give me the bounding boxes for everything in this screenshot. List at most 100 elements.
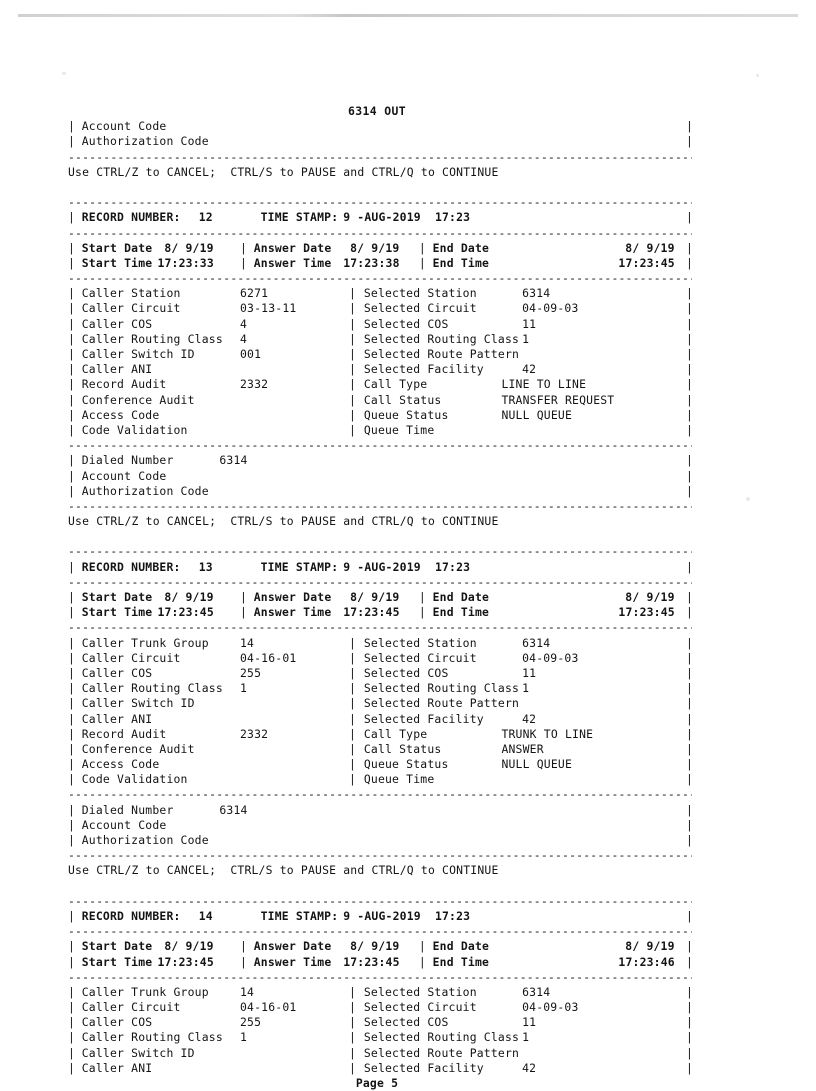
selected-field-label: Selected COS: [363, 316, 449, 331]
dialed-field-label: Account Code: [81, 817, 167, 832]
terminal-printout: 6314 OUT | | Account Code | | Authorization Co…: [68, 104, 694, 1091]
border-pipe-right: |: [686, 1045, 694, 1060]
border-pipe-left: |: [68, 681, 76, 696]
spacer: [68, 180, 692, 195]
answer-date-label: Answer Date: [253, 939, 332, 954]
border-pipe-left: |: [68, 741, 76, 756]
border-pipe-right: |: [686, 1060, 694, 1075]
start-time-label: Start Time: [81, 255, 153, 270]
selected-field-label: Selected Station: [363, 984, 477, 999]
end-time-value: 17:23:45: [618, 605, 675, 620]
record-detail-rule: ----------------------------------------…: [68, 969, 692, 984]
record-header-row: | | RECORD NUMBER: 14 TIME STAMP: 9 -AUG-2019…: [68, 908, 693, 924]
border-pipe-right: |: [686, 650, 694, 665]
start-date-label: Start Date: [81, 939, 153, 954]
selected-field-value: 1: [522, 1030, 530, 1045]
record-top-rule: ----------------------------------------…: [68, 544, 692, 559]
continue-prompt-text: Use CTRL/Z to CANCEL; CTRL/S to PAUSE an…: [68, 164, 499, 179]
border-pipe-left: |: [68, 392, 76, 407]
record-header-row: | | RECORD NUMBER: 13 TIME STAMP: 9 -AUG-2019…: [68, 559, 693, 575]
caller-field-label: Caller Routing Class: [81, 331, 223, 346]
start-time-value: 17:23:45: [157, 605, 214, 620]
border-pipe-left: |: [68, 908, 76, 923]
border-pipe-left: |: [68, 331, 76, 346]
border-pipe-right: |: [686, 255, 694, 270]
time-row: | | | | Start Time 17:23:45 Answer Time 17:23:4…: [68, 955, 693, 970]
record-header-rule: ----------------------------------------…: [68, 924, 692, 939]
detail-row: | | | Record Audit 2332 Call Type TRUNK TO LIN…: [68, 726, 693, 742]
selected-field-value: 04-09-03: [522, 301, 579, 316]
selected-field-label: Queue Status: [363, 757, 449, 772]
date-divider-pipe-1: |: [240, 939, 248, 954]
scan-speck: [62, 72, 66, 75]
border-pipe-left: |: [68, 817, 76, 832]
detail-row: | | | Caller ANI Selected Facility 42: [68, 1060, 694, 1076]
record-top-rule: ----------------------------------------…: [68, 195, 692, 210]
selected-field-value: 04-09-03: [522, 1000, 579, 1015]
border-pipe-left: |: [68, 407, 76, 422]
selected-field-value: 6314: [522, 635, 551, 650]
detail-row: | | | Code Validation Queue Time: [68, 422, 694, 438]
border-pipe-right: |: [686, 240, 694, 255]
column-divider-pipe: |: [349, 726, 357, 741]
detail-row: | | | Caller Routing Class 1 Selected Routing…: [68, 681, 693, 696]
detail-row: | | | Code Validation Queue Time: [68, 772, 694, 787]
time-divider-pipe-1: |: [240, 605, 248, 620]
date-divider-pipe-1: |: [240, 590, 248, 605]
time-stamp-label: TIME STAMP:: [260, 210, 339, 225]
detail-row: | | | Caller Circuit 04-16-01 Selected Circui…: [68, 650, 694, 666]
end-date-value: 8/ 9/19: [625, 240, 675, 255]
time-stamp-value: 9 -AUG-2019 17:23: [343, 559, 471, 574]
detail-row: | | | Caller COS 4 Selected COS 11: [68, 316, 693, 332]
border-pipe-left: |: [68, 210, 76, 225]
selected-field-label: Selected Routing Class: [363, 681, 520, 696]
detail-row: | | | Caller Trunk Group 14 Selected Station 6…: [68, 984, 693, 1000]
selected-field-label: Call Status: [363, 392, 442, 407]
border-pipe-right: |: [686, 453, 694, 468]
caller-field-value: 04-16-01: [240, 650, 297, 665]
border-pipe-right: |: [686, 741, 694, 756]
detail-row: | | | Caller COS 255 Selected COS 11: [68, 1015, 693, 1030]
record-number-label: RECORD NUMBER:: [81, 210, 181, 225]
border-pipe-right: |: [686, 817, 694, 832]
detail-row: | | | Access Code Queue Status NULL QUEUE: [68, 757, 694, 772]
border-pipe-right: |: [686, 1000, 694, 1015]
date-divider-pipe-2: |: [418, 939, 426, 954]
column-divider-pipe: |: [349, 1015, 357, 1030]
border-pipe-left: |: [68, 422, 76, 437]
column-divider-pipe: |: [349, 422, 357, 437]
start-time-label: Start Time: [81, 605, 153, 620]
border-pipe-right: |: [686, 422, 694, 437]
partial-block-row: | | Account Code: [68, 119, 694, 134]
column-divider-pipe: |: [349, 1030, 357, 1045]
end-date-label: End Date: [432, 240, 490, 255]
date-divider-pipe-2: |: [418, 590, 426, 605]
time-divider-pipe-2: |: [418, 255, 426, 270]
border-pipe-left: |: [68, 468, 76, 483]
detail-row: | | | Caller Station 6271 Selected Station 631…: [68, 286, 693, 301]
record-dialed-rule: ----------------------------------------…: [68, 787, 692, 802]
selected-field-value: TRUNK TO LINE: [501, 726, 594, 741]
end-date-value: 8/ 9/19: [625, 590, 675, 605]
border-pipe-right: |: [686, 635, 694, 650]
caller-field-value: 255: [240, 1015, 262, 1030]
caller-field-label: Caller COS: [81, 316, 153, 331]
border-pipe-right: |: [686, 757, 694, 772]
date-row: | | | | Start Date 8/ 9/19 Answer Date 8/ 9/19 E…: [68, 939, 693, 954]
start-date-value: 8/ 9/19: [164, 590, 214, 605]
border-pipe-left: |: [68, 590, 76, 605]
column-divider-pipe: |: [349, 757, 357, 772]
border-pipe-right: |: [686, 119, 694, 134]
record-bottom-rule: ----------------------------------------…: [68, 848, 692, 863]
border-pipe-left: |: [68, 119, 76, 134]
record-header-row: | | RECORD NUMBER: 12 TIME STAMP: 9 -AUG-2019…: [68, 210, 693, 225]
selected-field-label: Selected Facility: [363, 1060, 484, 1075]
border-pipe-right: |: [686, 772, 694, 787]
end-date-label: End Date: [432, 590, 490, 605]
selected-field-label: Selected Facility: [363, 711, 484, 726]
column-divider-pipe: |: [349, 665, 357, 680]
caller-field-value: 14: [240, 984, 255, 999]
selected-field-label: Selected Circuit: [363, 1000, 477, 1015]
border-pipe-right: |: [686, 483, 694, 498]
selected-field-value: NULL QUEUE: [501, 407, 573, 422]
